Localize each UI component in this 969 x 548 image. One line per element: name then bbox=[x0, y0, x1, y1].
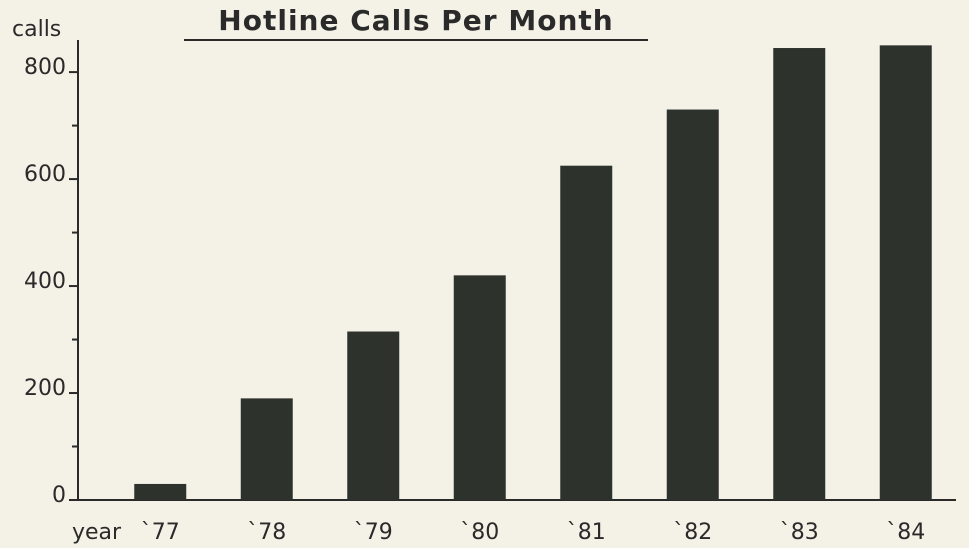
x-tick-label: `82 bbox=[673, 520, 712, 545]
chart-title: Hotline Calls Per Month bbox=[218, 4, 613, 37]
bar bbox=[453, 275, 506, 500]
y-tick-label: 800 bbox=[24, 55, 66, 80]
y-axis-label: calls bbox=[12, 17, 61, 42]
bar bbox=[240, 398, 293, 500]
y-tick-label: 200 bbox=[24, 376, 66, 401]
bar bbox=[134, 483, 187, 500]
x-tick-label: `83 bbox=[780, 520, 819, 545]
bar bbox=[879, 45, 932, 500]
x-tick-label: `84 bbox=[886, 520, 925, 545]
x-tick-label: `77 bbox=[141, 520, 180, 545]
bar bbox=[666, 109, 719, 500]
bar bbox=[347, 331, 400, 500]
y-tick-label: 400 bbox=[24, 269, 66, 294]
y-tick-label: 600 bbox=[24, 162, 66, 187]
x-tick-label: `78 bbox=[247, 520, 286, 545]
bar bbox=[773, 48, 826, 500]
x-axis-label: year bbox=[72, 520, 122, 545]
bar bbox=[560, 165, 613, 500]
x-tick-label: `80 bbox=[460, 520, 499, 545]
y-tick-label: 0 bbox=[52, 483, 66, 508]
x-tick-label: `81 bbox=[567, 520, 606, 545]
x-tick-label: `79 bbox=[354, 520, 393, 545]
